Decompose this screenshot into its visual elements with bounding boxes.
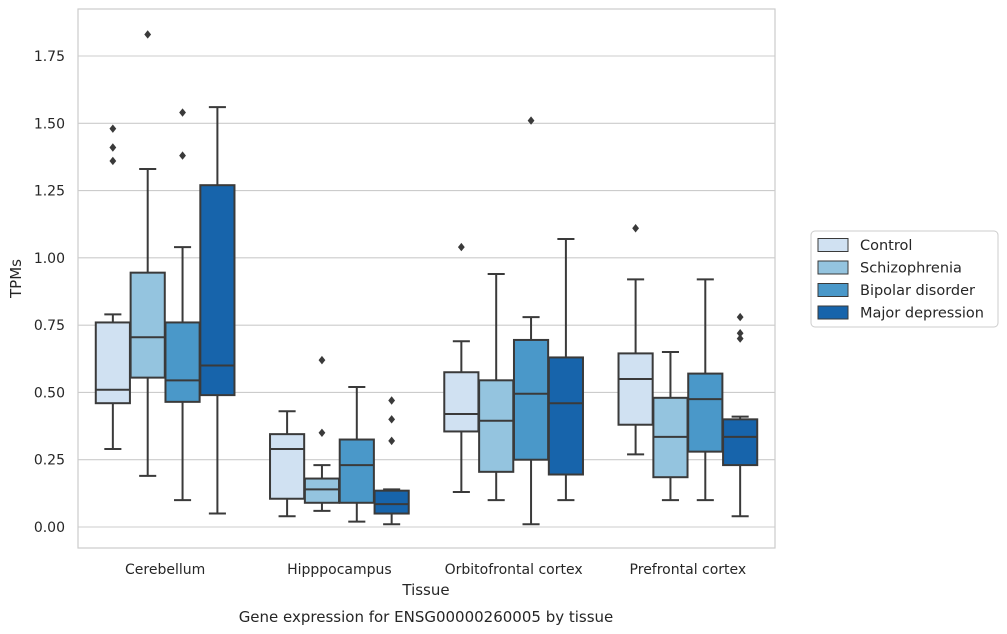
box-iqr: [617, 352, 654, 426]
y-tick-label: 0.25: [34, 453, 65, 469]
legend-swatch: [817, 238, 849, 252]
outlier-point: [318, 428, 326, 437]
y-tick-labels: 0.00 0.25 0.50 0.75 1.00 1.25 1.50 1.75: [34, 49, 65, 536]
outlier-point: [179, 151, 186, 160]
box-iqr: [547, 356, 584, 476]
x-axis-title: Tissue: [401, 581, 449, 599]
box: [338, 386, 375, 523]
box-iqr: [303, 477, 341, 504]
legend-swatch: [817, 260, 849, 275]
box: [164, 108, 201, 502]
box: [652, 351, 689, 502]
box: [94, 124, 131, 450]
box-iqr: [373, 489, 410, 515]
outlier-point: [144, 30, 152, 39]
outlier-point: [388, 436, 396, 446]
box: [687, 278, 724, 502]
legend: Control Schizophrenia Bipolar disorder Majo…: [810, 230, 999, 328]
box: [303, 355, 341, 512]
outlier-point: [318, 355, 326, 365]
legend-swatch: [817, 283, 849, 297]
outlier-point: [736, 312, 744, 322]
outlier-point: [109, 156, 117, 166]
box-groups: [94, 30, 759, 526]
y-tick-label: 0.75: [34, 318, 65, 334]
outlier-point: [632, 224, 639, 233]
box: [373, 396, 410, 526]
x-tick-label: Hipppocampus: [287, 562, 392, 578]
box-iqr: [512, 338, 550, 461]
y-tick-label: 0.50: [34, 385, 65, 401]
series-control: [94, 124, 654, 518]
x-tick-labels: Cerebellum Hipppocampus Orbitofrontal cort…: [125, 562, 746, 578]
y-tick-label: 0.00: [34, 520, 65, 536]
box-iqr: [164, 321, 201, 403]
box-iqr: [199, 184, 236, 397]
box: [722, 312, 759, 518]
series-schizophrenia: [129, 30, 689, 512]
box: [199, 106, 236, 515]
outlier-point: [179, 108, 186, 117]
box-iqr: [443, 371, 480, 433]
legend-label: Bipolar disorder: [860, 283, 975, 299]
box-iqr: [722, 418, 759, 467]
box: [478, 273, 515, 502]
y-tick-label: 1.25: [34, 184, 65, 200]
outlier-point: [109, 143, 117, 152]
box: [129, 30, 166, 477]
chart-title: Gene expression for ENSG00000260005 by t…: [239, 608, 614, 626]
box-iqr: [687, 372, 724, 453]
box: [269, 410, 306, 518]
box: [443, 242, 480, 494]
x-tick-label: Prefrontal cortex: [630, 562, 747, 578]
outlier-point: [736, 334, 744, 343]
x-tick-label: Cerebellum: [125, 562, 205, 578]
x-tick-label: Orbitofrontal cortex: [445, 562, 583, 578]
box: [617, 224, 654, 456]
outlier-point: [527, 116, 535, 125]
box-iqr: [94, 321, 131, 405]
legend-frame: [810, 230, 999, 328]
legend-label: Control: [860, 238, 912, 254]
box: [547, 238, 584, 502]
plot-frame: [77, 8, 776, 549]
box-iqr: [338, 438, 375, 504]
y-axis-title: TPMs: [7, 259, 25, 299]
y-tick-label: 1.50: [34, 116, 65, 132]
legend-swatch: [817, 305, 849, 320]
box-iqr: [129, 271, 166, 379]
outlier-point: [388, 396, 396, 405]
series-major-depression: [199, 106, 759, 526]
outlier-point: [388, 415, 396, 424]
legend-label: Major depression: [860, 306, 984, 322]
outlier-point: [736, 329, 744, 338]
box-iqr: [478, 379, 515, 473]
legend-label: Schizophrenia: [860, 261, 962, 277]
outlier-point: [109, 124, 117, 133]
y-tick-label: 1.00: [34, 251, 65, 267]
box-iqr: [269, 433, 306, 500]
outlier-point: [457, 242, 465, 252]
y-tick-label: 1.75: [34, 49, 65, 65]
